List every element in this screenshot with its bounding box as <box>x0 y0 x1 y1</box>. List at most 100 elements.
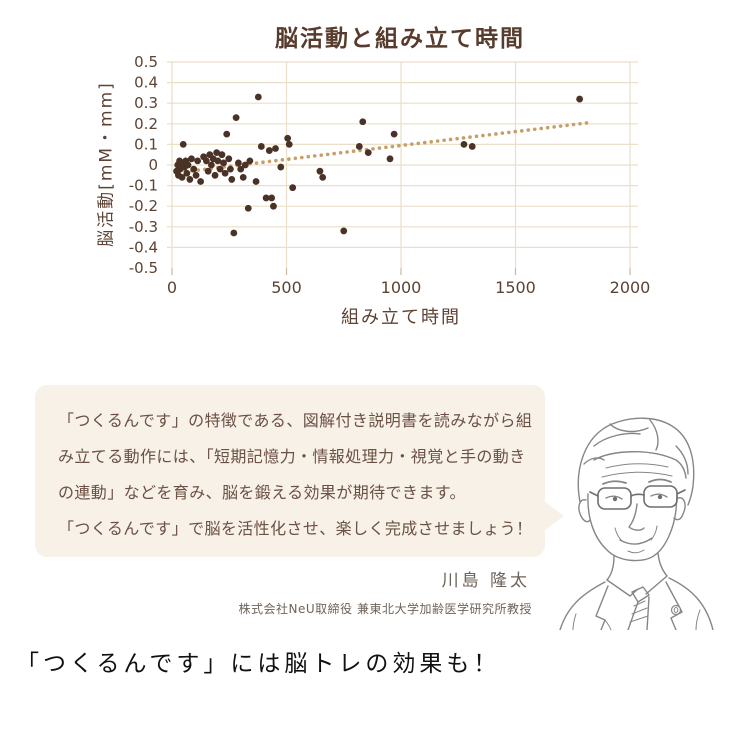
trend-dot <box>287 157 291 161</box>
trend-dot <box>345 150 349 154</box>
scatter-point <box>319 173 327 181</box>
scatter-point <box>254 93 262 101</box>
scatter-point <box>179 141 187 148</box>
scatter-point <box>183 169 191 177</box>
scatter-point <box>364 149 372 157</box>
scatter-point <box>230 229 238 237</box>
trend-dot <box>371 147 375 151</box>
trend-dot <box>319 153 324 157</box>
trend-dot <box>300 155 304 160</box>
portrait-illustration <box>550 406 726 630</box>
scatter-point <box>468 143 476 150</box>
callout-box: 「つくるんです」の特徴である、図解付き説明書を読みながら組 み立てる動作には、「… <box>35 385 545 557</box>
callout-tail <box>544 501 564 531</box>
scatter-point <box>202 157 210 165</box>
scatter-point <box>218 151 226 159</box>
trend-dot <box>532 127 537 132</box>
trend-dot <box>196 168 201 172</box>
scatter-point <box>216 165 224 173</box>
trend-dot <box>578 121 582 126</box>
author-name: 川島 隆太 <box>441 571 530 591</box>
y-tick-label: 0.1 <box>134 135 158 153</box>
x-tick-label: 2000 <box>610 278 651 297</box>
y-tick-label: -0.2 <box>129 197 158 215</box>
scatter-point <box>289 184 297 192</box>
trend-dot <box>312 154 317 158</box>
y-tick-label: -0.4 <box>129 238 158 256</box>
scatter-point <box>270 202 277 210</box>
scatter-point <box>355 143 363 150</box>
trend-dot <box>384 145 388 150</box>
trend-dot <box>494 132 498 136</box>
trend-dot <box>435 139 440 143</box>
scatter-point <box>188 155 195 163</box>
trend-dot <box>274 158 278 163</box>
scatter-point <box>262 194 270 202</box>
trend-dot <box>500 131 505 135</box>
trend-dot <box>455 136 459 141</box>
y-tick-label: 0.5 <box>134 53 158 71</box>
trend-dot <box>254 161 259 165</box>
scatter-point <box>237 165 245 173</box>
y-tick-label: -0.3 <box>129 218 158 236</box>
trend-dot <box>468 135 472 139</box>
trend-dot <box>545 125 550 130</box>
callout-text-line: 「つくるんです」で脳を活性化させ、楽しく完成させましょう！ <box>58 519 533 538</box>
trend-dot <box>293 156 298 161</box>
scatter-point <box>268 194 276 202</box>
trend-dot <box>409 142 414 146</box>
trend-dot <box>416 141 421 146</box>
scatter-point <box>207 161 215 169</box>
trend-dot <box>261 160 265 165</box>
y-tick-label: -0.5 <box>129 259 158 277</box>
x-axis-label: 組み立て時間 <box>341 307 461 328</box>
callout-text-line: の連動」などを育み、脳を鍛える効果が期待できます。 <box>58 483 466 502</box>
trend-dot <box>558 124 563 128</box>
scatter-point <box>244 204 252 212</box>
scatter-point <box>190 165 198 173</box>
portrait-face <box>578 463 686 562</box>
scatter-point <box>252 178 260 185</box>
portrait-hair <box>577 417 695 506</box>
scatter-point <box>194 157 202 165</box>
trend-dot <box>513 129 518 134</box>
trend-dot <box>584 121 589 125</box>
trend-dot <box>332 151 336 156</box>
trend-dot <box>519 129 524 133</box>
x-tick-label: 1500 <box>495 278 536 297</box>
scatter-point <box>239 173 247 181</box>
scatter-point <box>192 171 200 179</box>
scatter-point <box>386 155 394 163</box>
trend-dot <box>351 149 356 154</box>
scatter-point <box>460 141 468 148</box>
callout-text-line: み立てる動作には、「短期記憶力・情報処理力・視覚と手の動き <box>58 447 526 466</box>
scatter-point <box>197 178 205 185</box>
trend-dot <box>487 132 492 137</box>
trend-dot <box>565 123 569 128</box>
scatter-point <box>285 141 293 148</box>
chart-title: 脳活動と組み立て時間 <box>275 26 525 52</box>
portrait-glasses <box>589 485 686 510</box>
scatter-point <box>241 161 249 169</box>
trend-dot <box>571 122 576 127</box>
trend-dot <box>397 143 401 148</box>
scatter-point <box>359 118 367 126</box>
scatter-point <box>214 157 222 165</box>
scatter-point <box>178 173 186 181</box>
author-affiliation: 株式会社NeU取締役 兼東北大学加齢医学研究所教授 <box>238 602 532 616</box>
scatter-point <box>246 157 254 165</box>
scatter-point <box>223 130 231 138</box>
trend-dot <box>442 138 446 143</box>
x-tick-label: 1000 <box>381 278 422 297</box>
scatter-point <box>232 114 240 122</box>
trend-dot <box>552 125 556 129</box>
scatter-point <box>213 149 221 157</box>
trend-dot <box>403 143 408 147</box>
scatter-point <box>272 145 279 152</box>
scatter-point <box>316 167 324 175</box>
scatter-point <box>265 147 273 154</box>
trend-dot <box>474 134 479 139</box>
scatter-point <box>221 169 229 177</box>
trend-dot <box>377 146 382 150</box>
